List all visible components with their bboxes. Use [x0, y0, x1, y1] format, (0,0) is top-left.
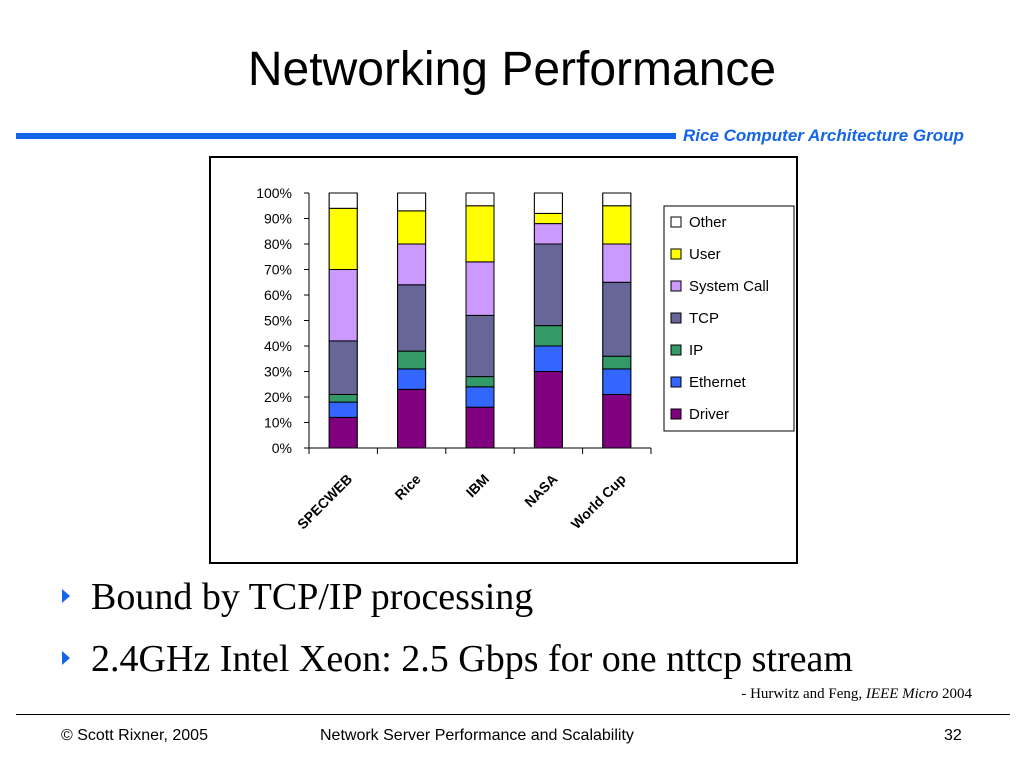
bar-segment — [533, 223, 563, 245]
bar-segment — [602, 192, 632, 207]
x-tick-label: SPECWEB — [294, 471, 355, 532]
bar-segment — [602, 368, 632, 395]
legend-label: TCP — [689, 310, 719, 327]
bar-segment — [465, 314, 495, 378]
bar-segment — [602, 393, 632, 449]
group-name: Rice Computer Architecture Group — [683, 126, 964, 145]
bar-segment — [397, 350, 427, 370]
y-tick-label: 10% — [264, 415, 292, 431]
citation: - Hurwitz and Feng, IEEE Micro 2004 — [741, 686, 972, 703]
legend-label: System Call — [689, 278, 769, 295]
y-tick-label: 70% — [264, 262, 292, 278]
stacked-bar-chart: 0% 10% 20% 30% 40% 50% 60% 70% 80% 90% 100% SPECWEB… — [256, 185, 795, 532]
y-tick-label: 90% — [264, 211, 292, 227]
bar-segment — [465, 261, 495, 316]
x-tick-label: World Cup — [568, 471, 629, 532]
bar-segment — [328, 192, 358, 209]
bar-segment — [397, 192, 427, 212]
bar-segment — [465, 406, 495, 449]
x-tick-label: NASA — [521, 471, 560, 510]
bar-segment — [465, 386, 495, 408]
bar-segment — [397, 284, 427, 352]
bar-segment — [602, 355, 632, 370]
bar-segment — [397, 388, 427, 449]
bar-segment — [465, 376, 495, 388]
bar-segment — [328, 207, 358, 270]
bullet-arrow-icon — [62, 651, 70, 665]
legend-swatch — [670, 376, 682, 388]
legend-swatch — [670, 248, 682, 260]
bullet-text: Bound by TCP/IP processing — [91, 576, 534, 618]
bar-segment — [533, 371, 563, 449]
legend-swatch — [670, 312, 682, 324]
bar-segment — [328, 269, 358, 342]
bar-segment — [533, 345, 563, 372]
legend-label: Other — [689, 214, 727, 231]
bar-segment — [602, 243, 632, 283]
legend-swatch — [670, 344, 682, 356]
legend-swatch — [670, 280, 682, 292]
bar-segment — [465, 192, 495, 207]
y-tick-label: 60% — [264, 287, 292, 303]
y-tick-label: 50% — [264, 313, 292, 329]
bar-segment — [328, 393, 358, 403]
bar-segment — [533, 243, 563, 327]
legend-swatch — [670, 216, 682, 228]
bullet-text: 2.4GHz Intel Xeon: 2.5 Gbps for one nttc… — [91, 638, 853, 680]
slide-title: Networking Performance — [247, 43, 777, 96]
bullet-arrow-icon — [62, 589, 70, 603]
citation-year: 2004 — [938, 686, 972, 702]
y-tick-label: 80% — [264, 236, 292, 252]
bar-segment — [328, 340, 358, 395]
bar-segment — [397, 368, 427, 390]
bar-segment — [602, 205, 632, 245]
legend-swatch — [670, 408, 682, 420]
bar-segment — [328, 416, 358, 449]
legend-label: User — [689, 246, 721, 263]
y-tick-label: 0% — [272, 440, 292, 456]
y-tick-label: 100% — [256, 185, 292, 201]
footer-copyright: © Scott Rixner, 2005 — [61, 727, 208, 744]
footer-divider — [16, 714, 1010, 715]
legend-label: IP — [689, 342, 703, 359]
y-tick-label: 40% — [264, 338, 292, 354]
bar-segment — [533, 212, 563, 225]
x-tick-label: IBM — [463, 471, 492, 500]
y-tick-label: 20% — [264, 389, 292, 405]
bar-segment — [533, 192, 563, 214]
bar-segment — [602, 281, 632, 357]
bar-segment — [465, 205, 495, 263]
legend-box — [663, 205, 795, 432]
bar-segment — [397, 210, 427, 245]
chart-frame: 0% 10% 20% 30% 40% 50% 60% 70% 80% 90% 100% SPECWEB… — [209, 156, 798, 564]
x-tick-label: Rice — [391, 471, 423, 503]
header-accent-bar — [16, 133, 676, 139]
y-tick-label: 30% — [264, 364, 292, 380]
legend-label: Driver — [689, 406, 729, 423]
page-number: 32 — [944, 727, 962, 744]
citation-authors: - Hurwitz and Feng, — [741, 686, 866, 702]
bar-segment — [397, 243, 427, 286]
footer-course: Network Server Performance and Scalabili… — [320, 727, 634, 744]
legend-label: Ethernet — [689, 374, 747, 391]
bar-segment — [533, 325, 563, 347]
citation-journal: IEEE Micro — [865, 686, 939, 702]
bar-segment — [328, 401, 358, 418]
